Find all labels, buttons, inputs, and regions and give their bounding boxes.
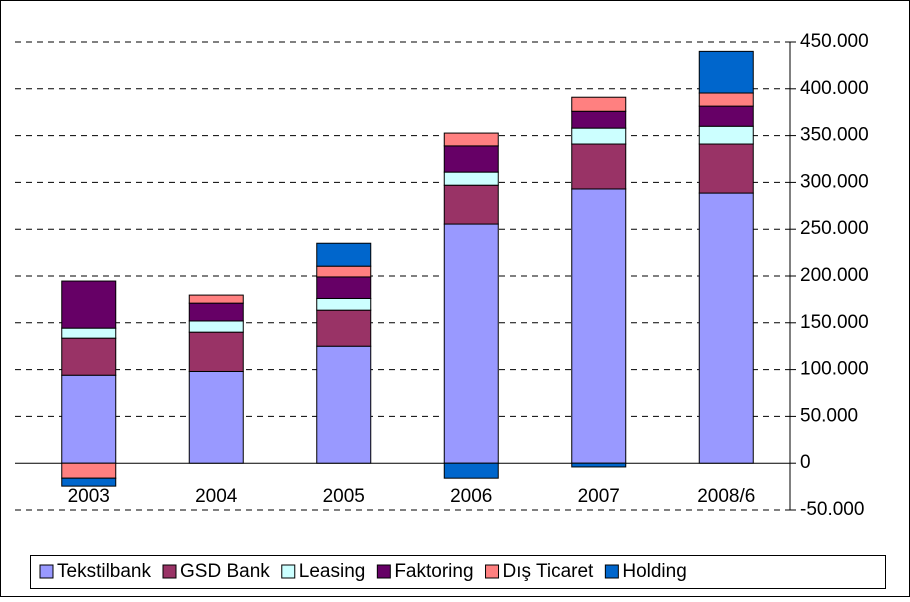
bar [443,171,499,186]
legend-label: Tekstilbank [57,561,151,582]
bar [571,127,627,145]
legend-label: Dış Ticaret [503,561,595,582]
legend-swatch [485,564,500,579]
y-tick-label: 200.000 [800,265,869,286]
bar [698,192,754,464]
y-tick-label: 100.000 [800,359,869,380]
bar [188,331,244,372]
legend-label: Leasing [299,561,366,582]
bar [316,276,372,299]
bar [61,374,117,464]
legend-swatch [281,564,296,579]
y-tick-label: 300.000 [800,171,869,192]
bar [316,242,372,267]
x-tick-label: 2004 [195,486,238,507]
bar [188,302,244,322]
bar [188,370,244,464]
x-tick-label: 2007 [578,486,620,507]
bar [571,462,627,468]
y-tick-label: 450.000 [800,31,869,52]
bar [571,96,627,112]
bar [316,265,372,278]
bar [316,345,372,464]
legend-swatch [162,564,177,579]
bar [443,223,499,464]
bar [443,145,499,173]
y-tick-label: 0 [800,452,811,473]
x-tick-label: 2008/6 [697,486,755,507]
legend-label: Faktoring [394,561,473,582]
bar [61,327,117,339]
bar [698,92,754,107]
bar [443,132,499,147]
y-tick-label: -50.000 [800,499,864,520]
y-tick-label: 50.000 [800,405,858,426]
bar [698,50,754,94]
bar [698,105,754,127]
x-tick-label: 2006 [450,486,492,507]
bar [571,110,627,129]
bar [188,294,244,304]
bar [61,477,117,487]
y-tick-label: 350.000 [800,125,869,146]
legend-swatch [39,564,54,579]
x-tick-label: 2003 [68,486,110,507]
y-tick-label: 400.000 [800,78,869,99]
legend-label: GSD Bank [180,561,270,582]
bar [316,309,372,347]
bar [571,143,627,190]
bar [316,297,372,311]
bar [698,125,754,145]
bar [61,337,117,376]
legend-swatch [604,564,619,579]
bar [571,188,627,464]
bar [61,462,117,479]
bar [443,184,499,225]
y-tick-label: 250.000 [800,218,869,239]
x-tick-label: 2005 [323,486,365,507]
y-tick-label: 150.000 [800,312,869,333]
legend-swatch [376,564,391,579]
bar [698,143,754,194]
bar [61,280,117,329]
bar [188,320,244,333]
legend-label: Holding [622,561,686,582]
bar [443,462,499,479]
